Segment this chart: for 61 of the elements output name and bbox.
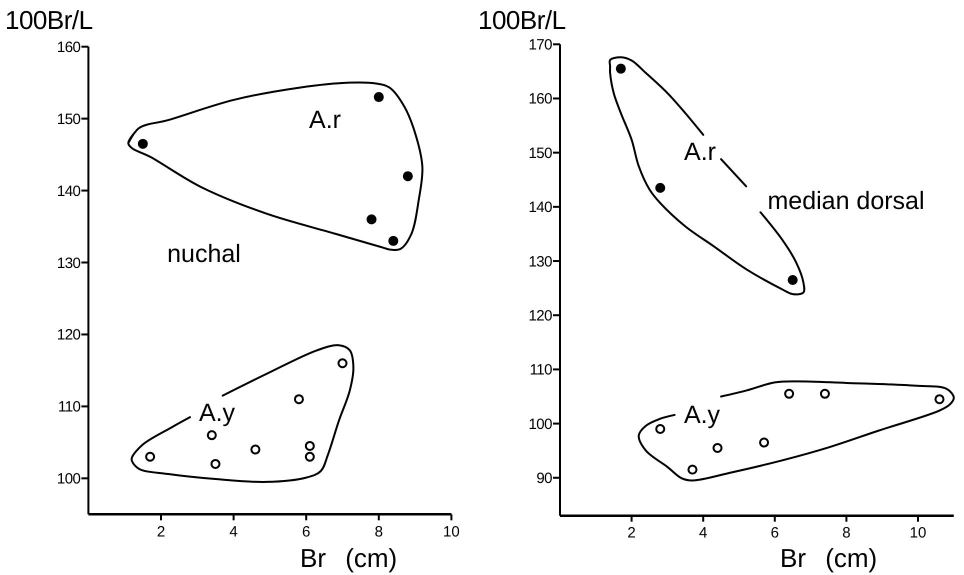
point [304,452,315,462]
x-tick-label: 4 [229,523,238,540]
point [366,214,377,224]
y-tick-label: 110 [530,362,552,379]
y-tick-label: 120 [56,326,81,344]
y-tick-label: 90 [536,470,552,488]
text: median dorsal [767,187,925,215]
y-axis-title: 100Br/L [478,5,566,35]
y-tick-label: 100 [528,416,552,433]
y-tick-label: 110 [58,398,81,416]
x-tick-label: 2 [627,524,636,542]
x-tick-label: 2 [156,523,166,540]
series-label: A.r [309,106,341,134]
y-tick-label: 150 [56,110,81,128]
x-tick-label: 4 [699,524,708,542]
point [374,92,384,102]
series-label: A.r [684,138,716,166]
y-tick-label: 140 [56,182,81,200]
point [304,440,315,451]
y-tick-label: 170 [528,36,552,54]
line-series [130,344,354,483]
point [388,236,398,246]
point [616,64,626,74]
point [687,464,698,475]
point [788,275,798,285]
point [759,438,770,448]
x-tick-label: 10 [443,523,460,540]
y-tick-label: 160 [528,90,552,108]
x-tick-label: 10 [910,524,926,542]
y-tick-label: 150 [528,144,552,162]
point [712,442,723,453]
point [210,458,220,469]
x-axis-title: Br (cm) [780,543,878,573]
point [145,452,156,462]
series-label: A.y [684,401,721,429]
point [250,444,260,455]
x-tick-label: 6 [770,524,779,542]
x-axis-title: Br (cm) [300,543,398,573]
point [655,424,666,434]
point [338,358,348,368]
y-tick-label: 100 [56,470,81,488]
y-tick-label: 140 [528,199,552,216]
x-tick-label: 8 [374,523,383,540]
point [784,388,794,399]
text: nuchal [167,240,241,268]
point [820,388,830,399]
y-tick-label: 120 [528,307,552,324]
point [655,182,666,193]
x-tick-label: 6 [302,523,310,540]
y-tick-label: 160 [56,38,81,56]
point [138,138,148,149]
y-axis-title: 100Br/L [5,5,93,35]
y-tick-label: 130 [528,253,552,270]
x-tick-label: 8 [842,524,851,542]
point [934,394,944,404]
line-series [638,380,955,482]
series-label: A.y [198,399,236,427]
y-tick-label: 130 [56,254,81,272]
point [402,171,413,182]
point [294,394,304,404]
point [206,430,217,440]
